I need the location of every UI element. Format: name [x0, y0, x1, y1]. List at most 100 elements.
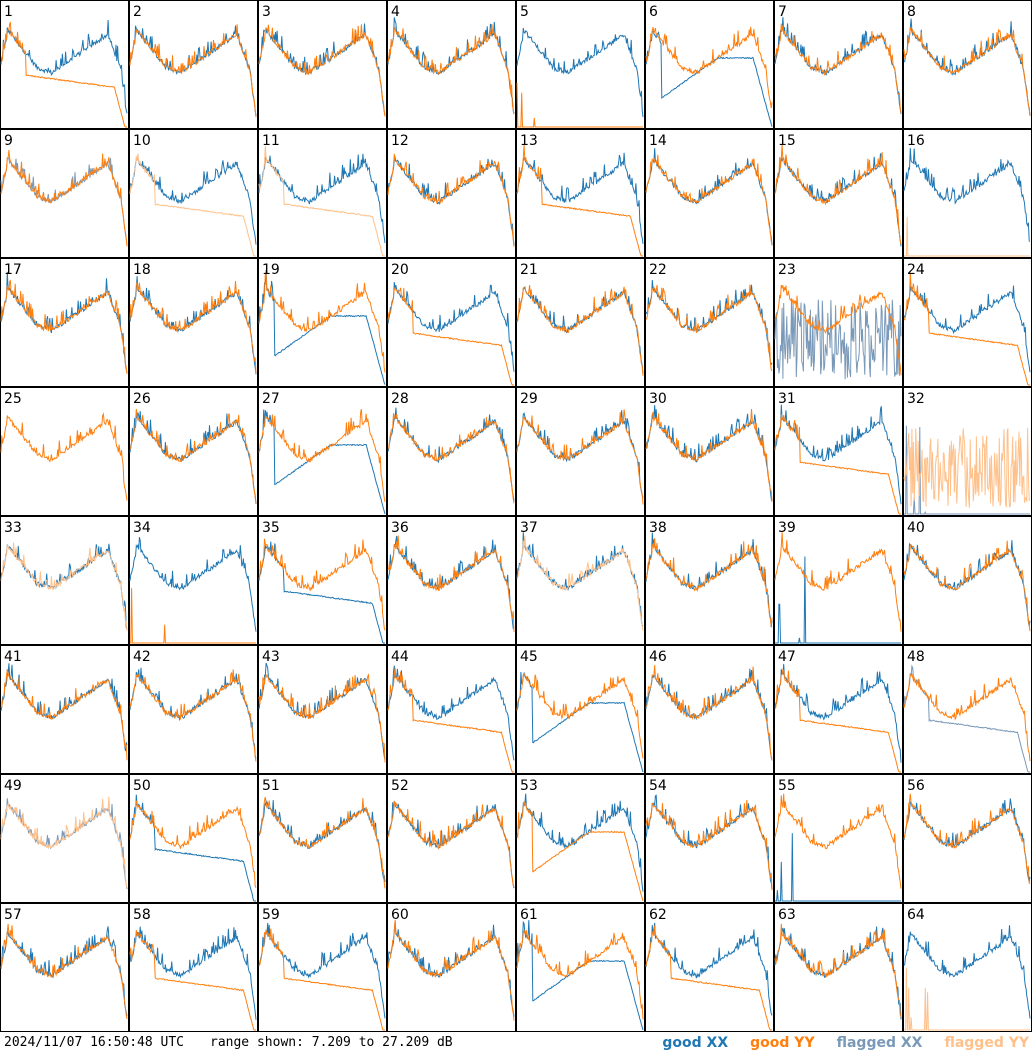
- panel-label: 50: [133, 778, 151, 794]
- panel-frame: [387, 516, 516, 645]
- series-good-XX-line: [129, 794, 256, 902]
- panel-frame: [903, 774, 1032, 903]
- panel-30: 30: [645, 387, 774, 516]
- series-good-YY-line: [258, 272, 386, 373]
- series-good-XX-line: [516, 285, 644, 374]
- series-good-YY-line: [129, 280, 257, 374]
- panel-21: 21: [516, 258, 645, 387]
- panel-label: 31: [778, 391, 796, 407]
- series-good-YY-line: [774, 285, 902, 376]
- panel-28: 28: [387, 387, 516, 516]
- panel-frame: [129, 258, 258, 387]
- series-good-YY-line: [387, 801, 515, 888]
- series-good-XX-line: [903, 285, 1031, 373]
- panel-label: 60: [391, 907, 409, 923]
- series-flagged-XX-line: [903, 664, 1030, 773]
- panel-label: 5: [520, 4, 529, 20]
- panel-label: 37: [520, 520, 538, 536]
- series-good-YY-line: [0, 412, 128, 501]
- panel-frame: [774, 0, 903, 129]
- panel-frame: [258, 516, 387, 645]
- series-good-YY-line: [774, 414, 901, 515]
- panel-15: 15: [774, 129, 903, 258]
- series-good-XX-line: [774, 153, 902, 247]
- series-good-XX-line: [516, 793, 644, 892]
- panel-frame: [0, 258, 129, 387]
- panel-11: 11: [258, 129, 387, 258]
- panel-label: 47: [778, 649, 796, 665]
- series-good-YY-line: [516, 929, 644, 1020]
- series-good-YY-line: [645, 408, 773, 501]
- series-good-YY-line: [774, 144, 902, 245]
- series-good-XX-line: [129, 536, 257, 632]
- panel-label: 61: [520, 907, 538, 923]
- panel-frame: [258, 774, 387, 903]
- series-good-YY-line: [516, 673, 644, 759]
- legend: good XX good YY flagged XX flagged YY: [640, 1035, 1029, 1051]
- panel-label: 9: [4, 133, 13, 149]
- legend-entry-flagged-XX: flagged XX: [836, 1035, 923, 1051]
- series-good-YY-line: [387, 919, 515, 1021]
- panel-44: 44: [387, 645, 516, 774]
- series-good-YY-line: [903, 540, 1031, 632]
- series-good-XX-line: [258, 153, 386, 244]
- panel-26: 26: [129, 387, 258, 516]
- panel-frame: [129, 129, 258, 258]
- series-good-XX-line: [774, 17, 902, 114]
- panel-label: 59: [262, 907, 280, 923]
- panel-frame: [645, 516, 774, 645]
- series-good-XX-line: [129, 926, 257, 1020]
- series-flagged-YY-line: [0, 796, 128, 888]
- panel-frame: [0, 0, 129, 129]
- panel-19: 19: [258, 258, 387, 387]
- series-good-YY-line: [516, 285, 644, 376]
- panel-frame: [516, 129, 645, 258]
- panel-label: 8: [907, 4, 916, 20]
- panel-frame: [645, 903, 774, 1032]
- panel-label: 45: [520, 649, 538, 665]
- series-good-XX-line: [387, 535, 515, 630]
- series-good-XX-line: [645, 279, 773, 366]
- panel-label: 30: [649, 391, 667, 407]
- panel-frame: [258, 258, 387, 387]
- panel-52: 52: [387, 774, 516, 903]
- panel-frame: [645, 774, 774, 903]
- series-good-YY-line: [903, 673, 1031, 762]
- series-good-YY-line: [645, 154, 773, 246]
- panel-61: 61: [516, 903, 645, 1032]
- panel-39: 39: [774, 516, 903, 645]
- panel-42: 42: [129, 645, 258, 774]
- panel-59: 59: [258, 903, 387, 1032]
- panel-label: 13: [520, 133, 538, 149]
- series-good-XX-line: [645, 668, 773, 759]
- panel-label: 62: [649, 907, 667, 923]
- panel-16: 16: [903, 129, 1032, 258]
- panel-label: 20: [391, 262, 409, 278]
- panel-frame: [645, 387, 774, 516]
- panel-4: 4: [387, 0, 516, 129]
- series-good-YY-line: [645, 799, 773, 891]
- panel-label: 18: [133, 262, 151, 278]
- series-flagged-XX-line: [774, 299, 902, 380]
- panel-label: 32: [907, 391, 925, 407]
- panel-frame: [774, 903, 903, 1032]
- panel-label: 41: [4, 649, 22, 665]
- series-good-XX-line: [258, 269, 386, 385]
- panel-label: 23: [778, 262, 796, 278]
- series-good-XX-line: [129, 157, 257, 245]
- panel-label: 57: [4, 907, 22, 923]
- series-good-XX-line: [258, 799, 386, 883]
- panel-label: 6: [649, 4, 658, 20]
- series-good-YY-line: [645, 26, 773, 109]
- series-good-YY-line: [387, 286, 514, 386]
- panel-label: 52: [391, 778, 409, 794]
- panel-25: 25: [0, 387, 129, 516]
- series-good-XX-line: [129, 276, 257, 375]
- panel-label: 39: [778, 520, 796, 536]
- series-good-YY-line: [130, 588, 256, 644]
- series-good-YY-line: [387, 413, 515, 504]
- series-good-YY-line: [774, 532, 902, 632]
- panel-24: 24: [903, 258, 1032, 387]
- panel-label: 16: [907, 133, 925, 149]
- panel-29: 29: [516, 387, 645, 516]
